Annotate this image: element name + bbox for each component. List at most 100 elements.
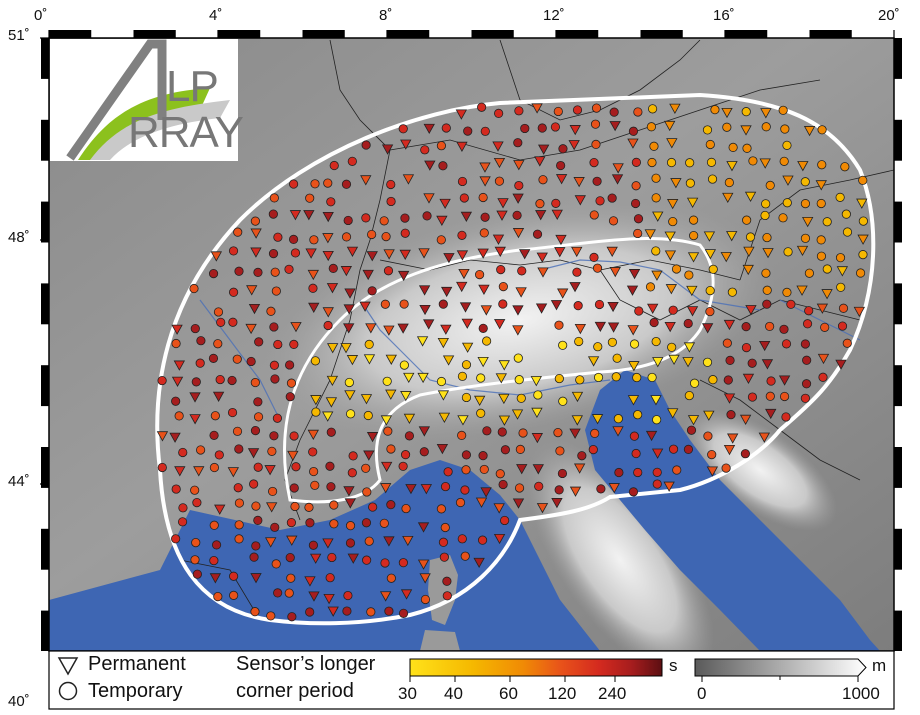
temporary-station — [816, 198, 826, 209]
frame-segment — [640, 30, 683, 38]
temporary-station — [647, 372, 657, 383]
temporary-station — [457, 230, 467, 240]
frame-segment — [894, 528, 902, 570]
frame-segment — [218, 30, 261, 38]
permanent-station — [612, 426, 624, 437]
temporary-station — [228, 317, 238, 327]
temporary-station — [858, 175, 868, 185]
temporary-station — [689, 378, 700, 388]
tyrrhenian-sea — [440, 560, 600, 651]
permanent-station — [609, 121, 621, 132]
temporary-station — [778, 213, 788, 223]
temporary-station — [191, 377, 201, 387]
frame-segment — [41, 283, 49, 325]
temporary-station — [269, 431, 279, 441]
temporary-station — [367, 286, 377, 296]
temporary-station — [724, 177, 734, 188]
temporary-station — [741, 322, 751, 332]
temporary-station — [310, 356, 321, 366]
temporary-station — [651, 173, 661, 183]
permanent-station — [379, 483, 392, 494]
temporary-station — [234, 520, 244, 530]
temporary-station — [440, 481, 451, 492]
permanent-station — [628, 269, 641, 280]
temporary-station — [666, 157, 677, 168]
temporary-station — [747, 392, 758, 402]
permanent-station — [418, 426, 431, 437]
temporary-station — [482, 426, 492, 436]
temporary-station — [726, 410, 736, 420]
temporary-station — [537, 123, 547, 133]
temporary-station — [210, 411, 220, 421]
permanent-station — [385, 354, 397, 365]
temporary-station — [572, 105, 583, 115]
temporary-station — [779, 156, 789, 166]
temporary-station — [804, 306, 814, 316]
frame-segment — [41, 447, 49, 488]
permanent-station — [687, 252, 700, 263]
temporary-station — [285, 552, 295, 563]
permanent-station — [322, 538, 334, 549]
permanent-station — [664, 231, 676, 242]
permanent-station — [347, 553, 359, 564]
temporary-station — [573, 301, 583, 311]
permanent-station — [327, 343, 339, 354]
permanent-station — [303, 210, 315, 221]
temporary-station — [196, 336, 206, 346]
temporary-station — [683, 318, 693, 329]
temporary-station — [323, 320, 333, 331]
temporary-station — [457, 176, 468, 187]
permanent-station — [362, 269, 374, 281]
elevation-colorbar-ticks — [701, 676, 859, 682]
permanent-station — [494, 319, 506, 330]
permanent-station — [492, 234, 505, 245]
temporary-station — [171, 338, 181, 349]
temporary-station — [596, 484, 606, 494]
permanent-station — [307, 429, 319, 441]
temporary-station — [778, 105, 788, 115]
permanent-station — [535, 303, 548, 314]
temporary-station — [728, 142, 738, 152]
permanent-station — [536, 503, 549, 514]
temporary-station — [689, 230, 699, 241]
permanent-station — [536, 252, 548, 263]
temporary-station — [841, 209, 851, 219]
permanent-station — [455, 109, 468, 120]
elevation-colorbar — [694, 658, 867, 677]
permanent-station — [402, 535, 414, 547]
temporary-station — [214, 450, 224, 460]
temporary-station — [840, 162, 850, 172]
frame-segment — [894, 365, 902, 407]
temporary-station — [800, 177, 810, 187]
temporary-station — [478, 192, 488, 203]
temporary-station — [367, 229, 377, 240]
frame-segment — [387, 30, 430, 38]
permanent-station — [778, 375, 791, 386]
temporary-station — [305, 193, 315, 203]
permanent-station — [493, 157, 506, 169]
temporary-station — [308, 283, 318, 293]
permanent-station — [571, 415, 583, 426]
permanent-station — [473, 557, 485, 569]
temporary-station — [326, 197, 336, 207]
temporary-station — [227, 407, 238, 418]
permanent-station — [760, 108, 772, 119]
permanent-station — [416, 336, 429, 347]
temporary-station — [309, 466, 319, 477]
permanent-station — [706, 466, 719, 477]
permanent-station — [535, 210, 547, 221]
permanent-station — [495, 373, 507, 384]
temporary-station — [229, 590, 239, 600]
temporary-station — [592, 263, 603, 273]
temporary-station — [591, 139, 601, 149]
permanent-station — [815, 180, 827, 191]
period-colorbar-ticks — [409, 676, 616, 682]
permanent-station — [573, 177, 585, 188]
temporary-station — [249, 552, 259, 562]
temporary-station — [178, 503, 188, 513]
temporary-station — [368, 502, 378, 512]
temporary-station — [838, 303, 849, 313]
temporary-station — [822, 264, 832, 274]
temporary-station — [438, 161, 448, 171]
permanent-station — [857, 234, 869, 245]
